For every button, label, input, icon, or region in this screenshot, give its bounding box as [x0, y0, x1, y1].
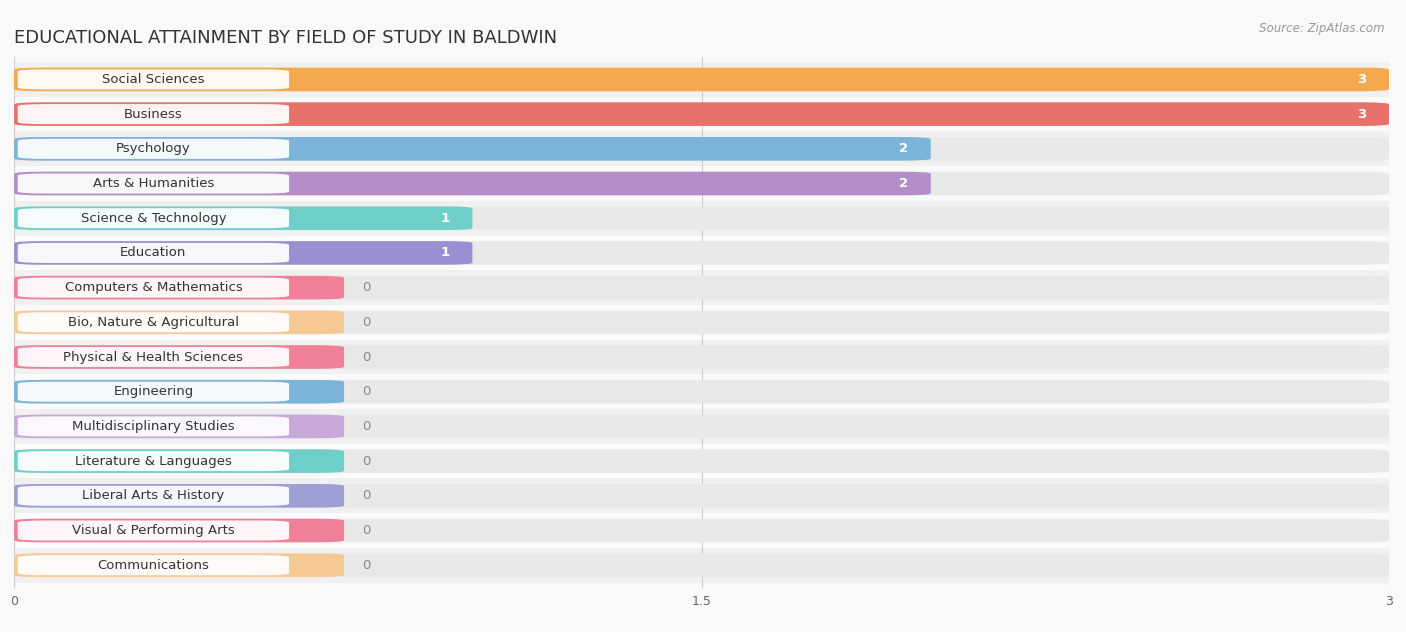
Bar: [14, 444, 1389, 478]
Bar: [14, 409, 1389, 444]
FancyBboxPatch shape: [18, 104, 290, 124]
FancyBboxPatch shape: [14, 345, 1389, 369]
FancyBboxPatch shape: [14, 137, 931, 161]
FancyBboxPatch shape: [18, 382, 290, 402]
Text: 0: 0: [363, 420, 371, 433]
FancyBboxPatch shape: [14, 380, 344, 403]
FancyBboxPatch shape: [14, 137, 1389, 161]
Text: 3: 3: [1357, 73, 1367, 86]
Text: 0: 0: [363, 454, 371, 468]
Text: 0: 0: [363, 316, 371, 329]
Bar: [14, 513, 1389, 548]
Bar: [14, 236, 1389, 270]
FancyBboxPatch shape: [18, 208, 290, 228]
Text: Multidisciplinary Studies: Multidisciplinary Studies: [72, 420, 235, 433]
FancyBboxPatch shape: [18, 347, 290, 367]
FancyBboxPatch shape: [14, 68, 1389, 91]
Text: Business: Business: [124, 107, 183, 121]
Bar: [14, 201, 1389, 236]
Text: Psychology: Psychology: [117, 142, 191, 155]
FancyBboxPatch shape: [14, 172, 931, 195]
Bar: [14, 131, 1389, 166]
FancyBboxPatch shape: [14, 554, 1389, 577]
FancyBboxPatch shape: [14, 276, 344, 300]
FancyBboxPatch shape: [18, 277, 290, 298]
FancyBboxPatch shape: [14, 380, 1389, 403]
FancyBboxPatch shape: [18, 243, 290, 263]
FancyBboxPatch shape: [18, 555, 290, 575]
Bar: [14, 374, 1389, 409]
FancyBboxPatch shape: [14, 484, 1389, 507]
Text: 0: 0: [363, 524, 371, 537]
FancyBboxPatch shape: [14, 241, 1389, 265]
Text: Computers & Mathematics: Computers & Mathematics: [65, 281, 242, 294]
Text: 0: 0: [363, 351, 371, 363]
Text: Bio, Nature & Agricultural: Bio, Nature & Agricultural: [67, 316, 239, 329]
Text: 0: 0: [363, 281, 371, 294]
Text: Communications: Communications: [97, 559, 209, 572]
FancyBboxPatch shape: [14, 345, 344, 369]
FancyBboxPatch shape: [14, 449, 344, 473]
Text: Visual & Performing Arts: Visual & Performing Arts: [72, 524, 235, 537]
FancyBboxPatch shape: [14, 449, 1389, 473]
Text: Literature & Languages: Literature & Languages: [75, 454, 232, 468]
FancyBboxPatch shape: [18, 521, 290, 540]
Text: Education: Education: [120, 246, 187, 259]
Bar: [14, 270, 1389, 305]
Text: Physical & Health Sciences: Physical & Health Sciences: [63, 351, 243, 363]
Text: 0: 0: [363, 559, 371, 572]
Text: Liberal Arts & History: Liberal Arts & History: [83, 489, 225, 502]
FancyBboxPatch shape: [18, 416, 290, 437]
Bar: [14, 62, 1389, 97]
Text: EDUCATIONAL ATTAINMENT BY FIELD OF STUDY IN BALDWIN: EDUCATIONAL ATTAINMENT BY FIELD OF STUDY…: [14, 29, 557, 47]
Text: Science & Technology: Science & Technology: [80, 212, 226, 225]
FancyBboxPatch shape: [14, 172, 1389, 195]
FancyBboxPatch shape: [14, 241, 472, 265]
FancyBboxPatch shape: [14, 415, 344, 438]
FancyBboxPatch shape: [14, 276, 1389, 300]
Text: 0: 0: [363, 386, 371, 398]
FancyBboxPatch shape: [14, 102, 1389, 126]
FancyBboxPatch shape: [14, 484, 344, 507]
Bar: [14, 305, 1389, 339]
FancyBboxPatch shape: [14, 415, 1389, 438]
FancyBboxPatch shape: [14, 68, 1389, 91]
Bar: [14, 478, 1389, 513]
Text: 3: 3: [1357, 107, 1367, 121]
Bar: [14, 166, 1389, 201]
FancyBboxPatch shape: [14, 207, 472, 230]
FancyBboxPatch shape: [14, 207, 1389, 230]
FancyBboxPatch shape: [14, 519, 344, 542]
FancyBboxPatch shape: [18, 486, 290, 506]
Text: 1: 1: [440, 212, 450, 225]
FancyBboxPatch shape: [14, 102, 1389, 126]
FancyBboxPatch shape: [18, 139, 290, 159]
FancyBboxPatch shape: [18, 451, 290, 471]
FancyBboxPatch shape: [18, 70, 290, 90]
Text: 0: 0: [363, 489, 371, 502]
Text: Source: ZipAtlas.com: Source: ZipAtlas.com: [1260, 22, 1385, 35]
Bar: [14, 548, 1389, 583]
Text: Social Sciences: Social Sciences: [103, 73, 205, 86]
Text: 2: 2: [898, 142, 908, 155]
FancyBboxPatch shape: [14, 519, 1389, 542]
FancyBboxPatch shape: [14, 310, 344, 334]
FancyBboxPatch shape: [18, 312, 290, 332]
Text: Arts & Humanities: Arts & Humanities: [93, 177, 214, 190]
Text: 2: 2: [898, 177, 908, 190]
Bar: [14, 97, 1389, 131]
Text: 1: 1: [440, 246, 450, 259]
Bar: [14, 339, 1389, 374]
FancyBboxPatch shape: [18, 174, 290, 193]
Text: Engineering: Engineering: [114, 386, 194, 398]
FancyBboxPatch shape: [14, 310, 1389, 334]
FancyBboxPatch shape: [14, 554, 344, 577]
